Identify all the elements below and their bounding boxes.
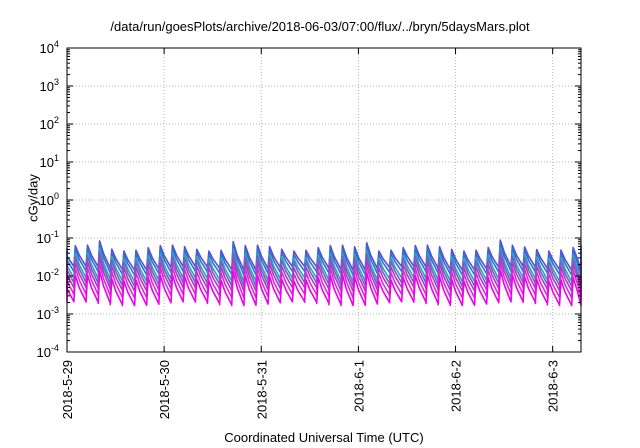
y-axis: 10-4 10-3 10-2 10-1 100 101 102 103 104 <box>37 39 581 360</box>
y-tick-label: 10-3 <box>37 305 59 322</box>
chart-title: /data/run/goesPlots/archive/2018-06-03/0… <box>110 19 530 34</box>
x-axis: 2018-5-29 2018-5-30 2018-5-31 2018-6-1 2018-… <box>60 48 561 419</box>
y-tick-label: 103 <box>40 77 59 94</box>
y-tick-label: 102 <box>40 115 59 132</box>
plot-frame <box>66 47 582 353</box>
y-tick-label: 10-4 <box>37 343 59 360</box>
y-tick-label: 104 <box>40 39 59 56</box>
x-tick-label: 2018-6-3 <box>546 360 561 412</box>
x-tick-label: 2018-6-1 <box>351 360 366 412</box>
y-tick-label: 101 <box>40 153 59 170</box>
x-tick-label: 2018-5-31 <box>254 360 269 419</box>
x-tick-label: 2018-5-30 <box>157 360 172 419</box>
x-tick-label: 2018-6-2 <box>449 360 464 412</box>
y-tick-label: 10-2 <box>37 267 59 284</box>
y-tick-label: 10-1 <box>37 229 59 246</box>
y-axis-label: cGy/day <box>25 174 41 222</box>
y-tick-label: 100 <box>40 191 59 208</box>
x-axis-label: Coordinated Universal Time (UTC) <box>224 430 424 445</box>
x-tick-label: 2018-5-29 <box>60 360 75 419</box>
series-line-7 <box>66 269 582 307</box>
grid <box>66 48 581 352</box>
series-group <box>66 239 582 307</box>
